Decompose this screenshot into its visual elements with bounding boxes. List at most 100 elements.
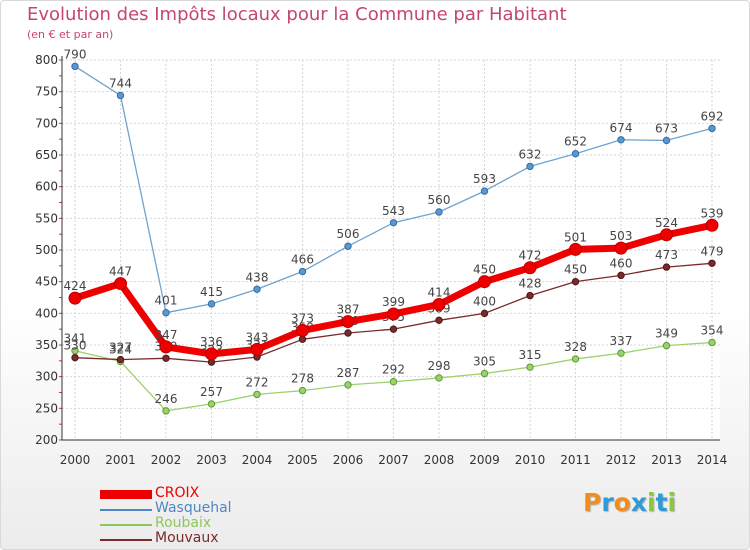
data-label-wasquehal: 673: [655, 121, 678, 135]
data-label-mouvaux: 479: [701, 244, 724, 258]
data-point-roubaix: [162, 407, 170, 415]
data-point-mouvaux: [71, 353, 79, 362]
data-point-roubaix: [480, 369, 489, 378]
data-label-wasquehal: 438: [246, 270, 269, 284]
y-tick-label: 200: [35, 433, 58, 447]
data-label-wasquehal: 632: [519, 147, 542, 161]
x-tick-label: 2000: [60, 453, 91, 467]
data-label-croix: 399: [382, 295, 405, 309]
data-point-wasquehal: [162, 309, 170, 317]
data-point-croix: [523, 261, 537, 275]
x-tick-label: 2008: [424, 453, 455, 467]
data-label-croix: 447: [109, 265, 132, 279]
data-point-mouvaux: [480, 309, 489, 318]
data-label-croix: 524: [655, 216, 678, 230]
data-label-roubaix: 287: [337, 366, 360, 380]
data-point-croix: [705, 218, 719, 232]
data-point-mouvaux: [526, 291, 534, 300]
data-point-mouvaux: [344, 329, 352, 337]
data-label-mouvaux: 428: [519, 277, 542, 291]
data-label-wasquehal: 560: [428, 193, 451, 207]
x-tick-label: 2002: [151, 453, 182, 467]
data-label-roubaix: 337: [610, 334, 633, 348]
data-label-wasquehal: 652: [564, 135, 587, 149]
data-point-mouvaux: [708, 259, 716, 267]
data-label-wasquehal: 415: [200, 285, 223, 299]
data-point-croix: [478, 275, 491, 289]
data-point-mouvaux: [162, 354, 170, 362]
proxiti-logo: Proxiti: [583, 488, 676, 517]
data-label-mouvaux: 460: [610, 256, 633, 270]
data-label-roubaix: 315: [519, 348, 542, 362]
logo-letter: i: [647, 488, 656, 517]
data-point-mouvaux: [298, 335, 307, 343]
data-point-mouvaux: [116, 355, 125, 364]
data-point-roubaix: [207, 400, 216, 408]
data-point-wasquehal: [435, 208, 443, 216]
data-label-roubaix: 349: [655, 327, 678, 341]
data-label-wasquehal: 790: [64, 47, 87, 61]
data-label-wasquehal: 401: [155, 294, 178, 308]
logo-letter: t: [655, 488, 668, 517]
data-point-roubaix: [526, 363, 534, 371]
data-point-wasquehal: [298, 267, 307, 276]
data-point-croix: [296, 323, 309, 337]
data-label-roubaix: 257: [200, 385, 223, 399]
data-point-roubaix: [435, 374, 443, 382]
y-tick-label: 450: [35, 275, 58, 289]
data-point-wasquehal: [389, 219, 398, 227]
data-label-croix: 472: [519, 249, 542, 263]
data-point-croix: [614, 241, 628, 255]
data-point-wasquehal: [708, 124, 716, 133]
data-point-roubaix: [253, 390, 261, 399]
data-label-mouvaux: 400: [473, 294, 496, 308]
logo-letter: x: [630, 488, 647, 517]
data-label-mouvaux: 327: [109, 341, 132, 355]
chart-subtitle: (en € et par an): [27, 28, 114, 41]
data-point-wasquehal: [480, 187, 489, 195]
data-point-roubaix: [298, 386, 307, 395]
data-label-croix: 424: [64, 279, 87, 293]
y-tick-label: 750: [35, 85, 58, 99]
data-point-wasquehal: [207, 300, 216, 308]
data-point-wasquehal: [253, 285, 261, 293]
data-label-croix: 503: [610, 229, 633, 243]
legend-label: Roubaix: [155, 515, 212, 531]
data-label-wasquehal: 466: [291, 253, 314, 267]
data-point-roubaix: [571, 355, 580, 363]
x-tick-label: 2003: [196, 453, 227, 467]
data-label-wasquehal: 593: [473, 172, 496, 186]
y-tick-label: 250: [35, 401, 58, 415]
data-point-wasquehal: [116, 91, 125, 100]
data-point-wasquehal: [617, 136, 625, 144]
x-tick-label: 2005: [287, 453, 318, 467]
y-tick-label: 700: [35, 116, 58, 130]
data-point-croix: [432, 297, 446, 311]
data-label-wasquehal: 674: [610, 121, 633, 135]
data-label-mouvaux: 450: [564, 263, 587, 277]
data-point-croix: [159, 340, 173, 354]
data-label-roubaix: 328: [564, 340, 587, 354]
data-label-roubaix: 292: [382, 363, 405, 377]
data-label-roubaix: 278: [291, 372, 314, 386]
data-point-croix: [569, 242, 582, 256]
x-tick-label: 2004: [242, 453, 273, 467]
chart-title: Evolution des Impôts locaux pour la Comm…: [27, 4, 567, 25]
data-label-mouvaux: 330: [64, 339, 87, 353]
data-point-mouvaux: [435, 316, 443, 324]
data-label-croix: 414: [428, 285, 451, 299]
y-tick-label: 500: [35, 243, 58, 257]
logo-letter: r: [601, 488, 614, 517]
x-tick-label: 2014: [697, 453, 728, 467]
logo-letter: i: [667, 488, 677, 517]
data-label-roubaix: 246: [155, 392, 178, 406]
data-label-croix: 336: [200, 335, 223, 349]
legend-swatch: [100, 524, 152, 526]
data-point-wasquehal: [344, 242, 352, 250]
data-label-mouvaux: 473: [655, 248, 678, 262]
data-point-roubaix: [71, 347, 79, 355]
data-label-roubaix: 298: [428, 359, 451, 373]
logo-letter: P: [583, 488, 602, 517]
data-label-croix: 539: [701, 206, 724, 220]
